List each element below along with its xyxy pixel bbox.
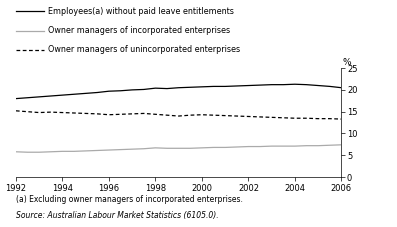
Text: Source: Australian Labour Market Statistics (6105.0).: Source: Australian Labour Market Statist… bbox=[16, 211, 218, 220]
Text: Owner managers of incorporated enterprises: Owner managers of incorporated enterpris… bbox=[48, 26, 230, 35]
Text: Employees(a) without paid leave entitlements: Employees(a) without paid leave entitlem… bbox=[48, 7, 233, 16]
Text: Owner managers of unincorporated enterprises: Owner managers of unincorporated enterpr… bbox=[48, 45, 240, 54]
Text: (a) Excluding owner managers of incorporated enterprises.: (a) Excluding owner managers of incorpor… bbox=[16, 195, 243, 204]
Text: %: % bbox=[342, 58, 351, 67]
